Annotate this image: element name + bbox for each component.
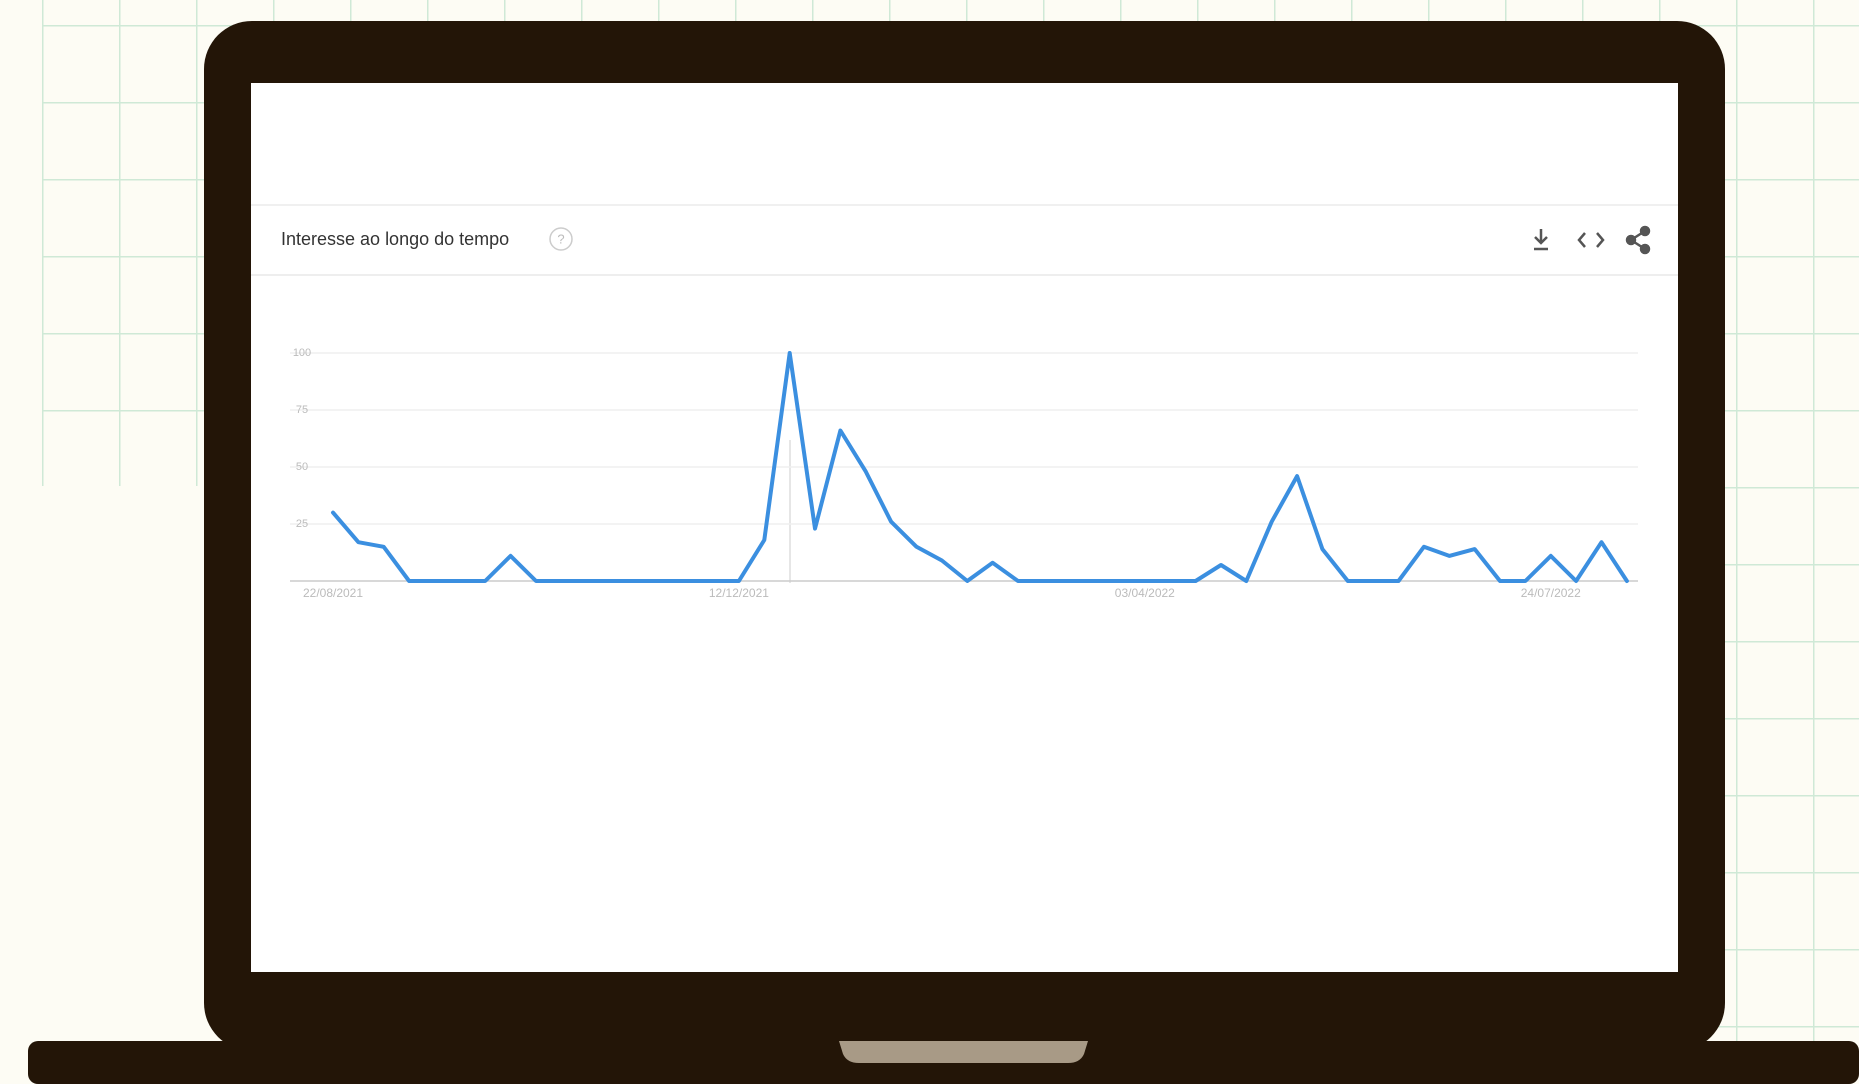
download-icon[interactable]: [1534, 229, 1548, 251]
share-icon[interactable]: [1625, 225, 1651, 255]
background-grid: [42, 0, 222, 486]
y-tick-label: 75: [296, 404, 308, 416]
data-line: [331, 351, 1629, 583]
x-tick-label: 24/07/2022: [1521, 586, 1581, 600]
embed-icon[interactable]: [1577, 232, 1605, 248]
help-icon[interactable]: ?: [549, 227, 573, 251]
y-tick-label: 100: [293, 347, 311, 359]
x-tick-label: 12/12/2021: [709, 586, 769, 600]
y-tick-label: 25: [296, 518, 308, 530]
chart-title: Interesse ao longo do tempo: [281, 229, 509, 249]
laptop-notch: [839, 1041, 1088, 1063]
plot: 25 50 75 100 22/08/2021 12/12/2021 03/04/2022 2…: [290, 347, 1638, 600]
x-tick-label: 22/08/2021: [303, 586, 363, 600]
background-grid: [1700, 0, 1859, 1045]
svg-text:?: ?: [557, 231, 564, 246]
x-tick-label: 03/04/2022: [1115, 586, 1175, 600]
y-tick-label: 50: [296, 461, 308, 473]
screen: [251, 83, 1678, 972]
